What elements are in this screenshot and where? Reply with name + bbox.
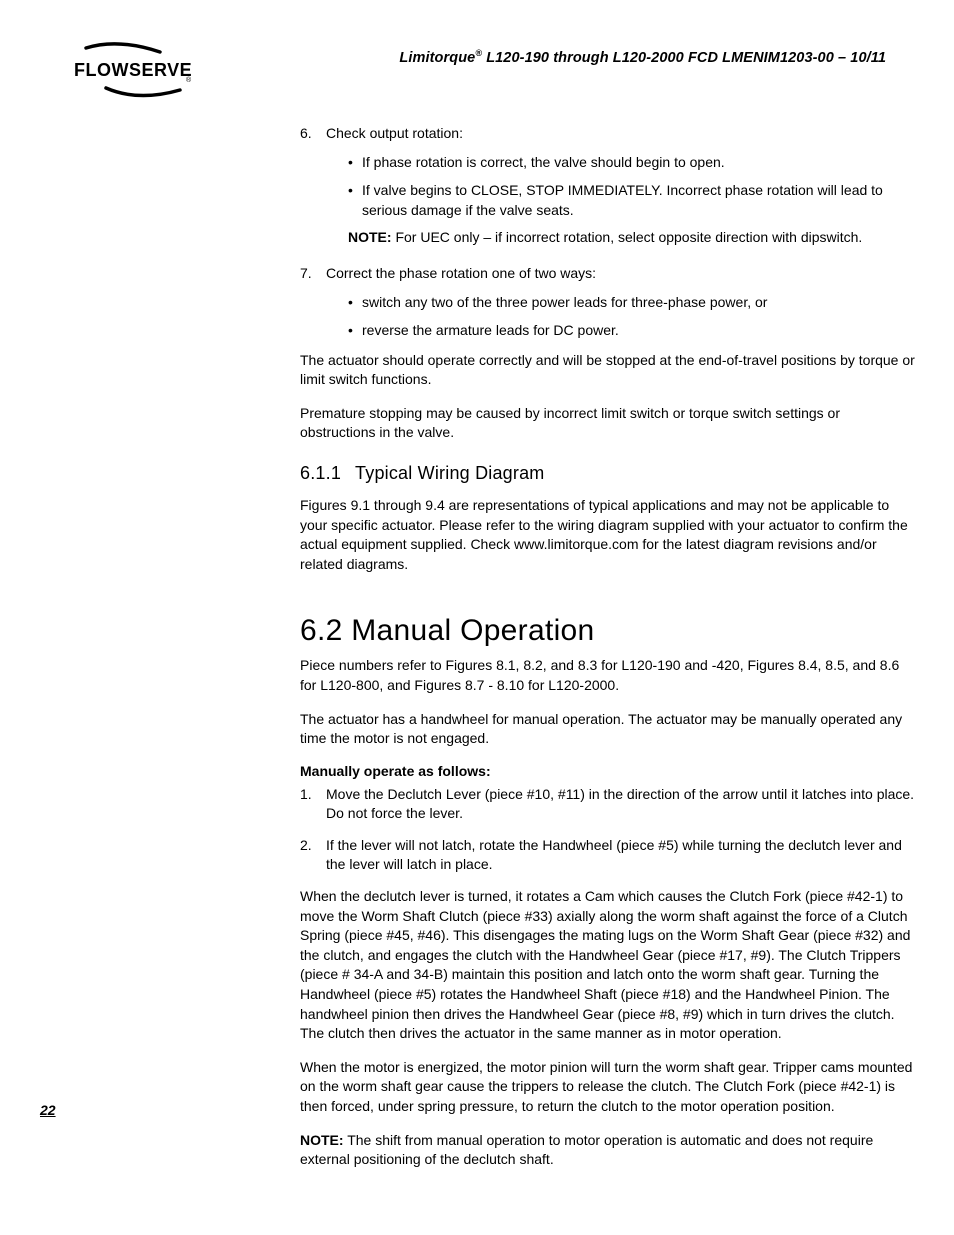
sub-bullets: switch any two of the three power leads … <box>326 293 915 340</box>
flowserve-logo: FLOWSERVE ® <box>68 42 198 98</box>
body-paragraph: When the motor is energized, the motor p… <box>300 1058 915 1117</box>
manual-step: 2. If the lever will not latch, rotate t… <box>300 836 915 875</box>
header-brand: Limitorque <box>399 50 475 66</box>
step-number: 2. <box>300 836 312 856</box>
manual-steps: 1. Move the Declutch Lever (piece #10, #… <box>300 785 915 875</box>
body-paragraph: Premature stopping may be caused by inco… <box>300 404 915 443</box>
note-text: For UEC only – if incorrect rotation, se… <box>392 229 863 245</box>
svg-text:FLOWSERVE: FLOWSERVE <box>74 60 192 80</box>
svg-text:®: ® <box>186 76 192 84</box>
bullet-item: switch any two of the three power leads … <box>348 293 915 313</box>
page-number: 22 <box>40 1102 56 1118</box>
body-paragraph: The actuator has a handwheel for manual … <box>300 710 915 749</box>
list-item-7: 7. Correct the phase rotation one of two… <box>300 264 915 341</box>
body-paragraph: When the declutch lever is turned, it ro… <box>300 887 915 1044</box>
body-paragraph: Figures 9.1 through 9.4 are representati… <box>300 496 915 574</box>
bullet-item: reverse the armature leads for DC power. <box>348 321 915 341</box>
body-paragraph: The actuator should operate correctly an… <box>300 351 915 390</box>
step-number: 1. <box>300 785 312 805</box>
heading-title: Typical Wiring Diagram <box>355 463 544 483</box>
sub-bullets: If phase rotation is correct, the valve … <box>326 153 915 220</box>
section-heading-62: 6.2 Manual Operation <box>300 614 915 648</box>
bold-lead: Manually operate as follows: <box>300 763 915 779</box>
note: NOTE: For UEC only – if incorrect rotati… <box>326 228 915 248</box>
subsection-heading-611: 6.1.1 Typical Wiring Diagram <box>300 463 915 484</box>
item-lead: Correct the phase rotation one of two wa… <box>326 265 596 281</box>
note: NOTE: The shift from manual operation to… <box>300 1131 915 1170</box>
note-label: NOTE: <box>300 1132 344 1148</box>
step-text: If the lever will not latch, rotate the … <box>326 837 902 873</box>
note-label: NOTE: <box>348 229 392 245</box>
header-rest: L120-190 through L120-2000 FCD LMENIM120… <box>482 50 886 66</box>
item-number: 6. <box>300 124 312 144</box>
list-item-6: 6. Check output rotation: If phase rotat… <box>300 124 915 248</box>
item-lead: Check output rotation: <box>326 125 463 141</box>
content-column: 6. Check output rotation: If phase rotat… <box>300 124 915 1170</box>
body-paragraph: Piece numbers refer to Figures 8.1, 8.2,… <box>300 656 915 695</box>
step-text: Move the Declutch Lever (piece #10, #11)… <box>326 786 914 822</box>
page: FLOWSERVE ® Limitorque ® L120-190 through… <box>0 0 954 1235</box>
item-number: 7. <box>300 264 312 284</box>
bullet-item: If valve begins to CLOSE, STOP IMMEDIATE… <box>348 181 915 220</box>
bullet-item: If phase rotation is correct, the valve … <box>348 153 915 173</box>
manual-step: 1. Move the Declutch Lever (piece #10, #… <box>300 785 915 824</box>
heading-number: 6.1.1 <box>300 463 341 483</box>
note-text: The shift from manual operation to motor… <box>300 1132 873 1168</box>
numbered-list: 6. Check output rotation: If phase rotat… <box>300 124 915 341</box>
